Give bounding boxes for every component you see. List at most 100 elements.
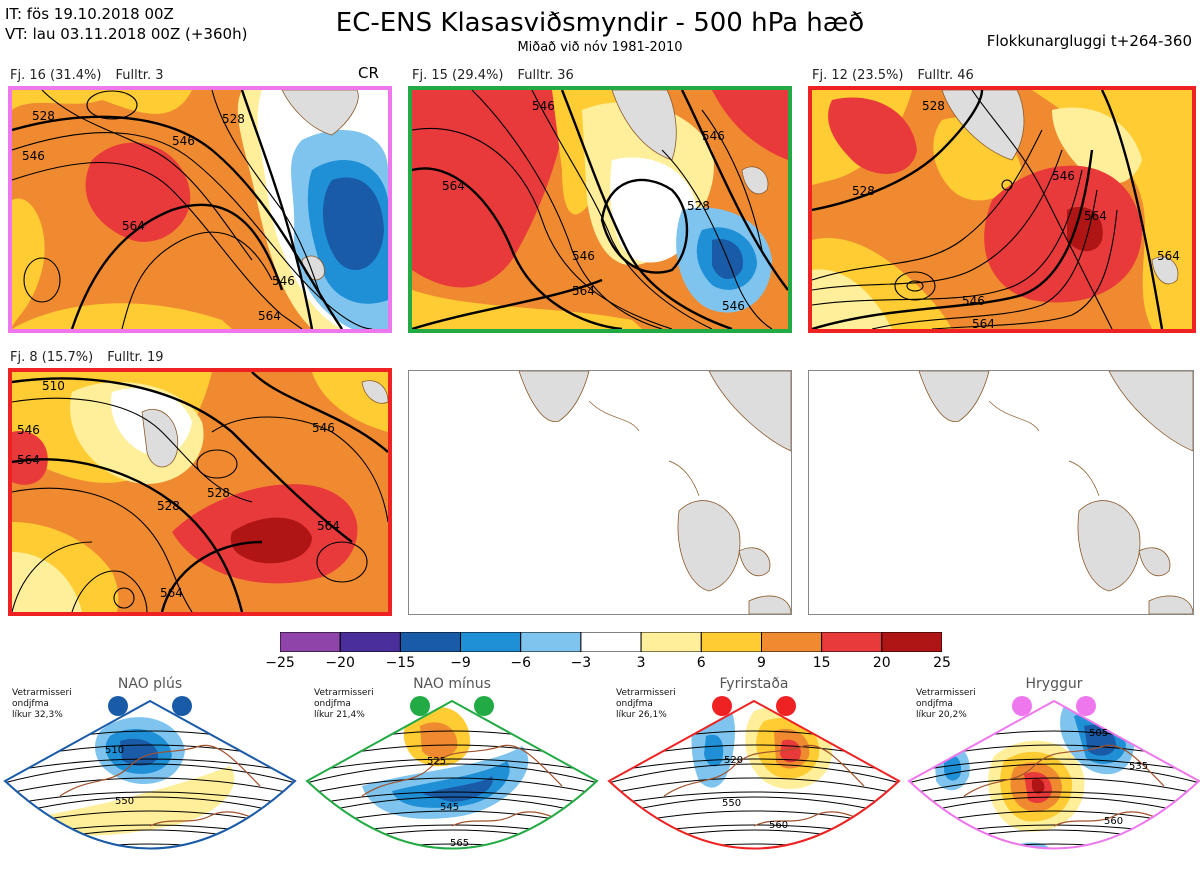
- regime-note: Vetrarmisseri ondjfma líkur 20,2%: [916, 688, 976, 721]
- height-contour: [909, 763, 1199, 785]
- regime-contour-label: 535: [1129, 761, 1148, 772]
- regime-name: Fyrirstaða: [719, 676, 789, 692]
- clustering-window: Flokkunargluggi t+264-360: [986, 32, 1192, 50]
- contour-label: 546: [312, 421, 335, 435]
- regime-map: 520 550 560 Fyrirstaða Vetrarmisseri ondjfma l…: [604, 676, 904, 871]
- cr-tag: CR: [358, 64, 379, 82]
- height-contour: [909, 791, 1199, 807]
- regime-contour-label: 510: [105, 745, 124, 756]
- height-contour: [307, 843, 597, 849]
- colorbar-tick-label: −6: [510, 655, 532, 671]
- regime-marker: [172, 696, 192, 716]
- anomaly-fill: [1032, 778, 1045, 794]
- contour-label: 528: [852, 184, 875, 198]
- contour-label: 546: [962, 294, 985, 308]
- contour-label: 528: [922, 99, 945, 113]
- empty-map-panel: [408, 370, 792, 615]
- contour-label: 528: [222, 112, 245, 126]
- control-label: Fulltr. 46: [917, 68, 974, 83]
- regime-note-line: ondjfma: [916, 699, 953, 709]
- empty-map-panel: [808, 370, 1194, 615]
- contour-label: 546: [702, 129, 725, 143]
- colorbar-swatch: [399, 631, 462, 653]
- regime-contour-label: 565: [450, 838, 469, 849]
- anomaly-map: 546 564 528 546 564 546 546: [412, 90, 788, 329]
- height-contour: [609, 763, 899, 785]
- contour-label: 564: [1157, 249, 1180, 263]
- regime-sector-map: 525 545 565: [305, 696, 599, 850]
- regime-note-line: líkur 26,1%: [616, 710, 667, 720]
- colorbar-swatch: [700, 631, 762, 653]
- panel-label-3: Fj. 12 (23.5%) Fulltr. 46: [812, 68, 988, 83]
- base-map: [518, 371, 791, 614]
- regime-marker: [712, 696, 732, 716]
- regime-contour-label: 525: [427, 756, 446, 767]
- colorbar-swatch: [460, 631, 522, 653]
- regime-contour-label: 550: [722, 798, 741, 809]
- height-contour: [307, 791, 597, 807]
- colorbar-swatch: [640, 631, 702, 653]
- contour-label: 528: [207, 486, 230, 500]
- map-panel-cluster-8: 510 546 564 528 546 564 528 564: [8, 368, 392, 616]
- regime-name: NAO mínus: [413, 676, 491, 692]
- regime-contour-label: 560: [1104, 816, 1123, 827]
- contour-label: 564: [972, 317, 995, 329]
- height-contour: [609, 791, 899, 807]
- colorbar-tick-label: −3: [570, 655, 592, 671]
- header-times: IT: fös 19.10.2018 00Z VT: lau 03.11.201…: [5, 4, 247, 44]
- regime-sector-map: 510 550: [3, 696, 297, 850]
- regime-name: Hryggur: [1025, 676, 1083, 692]
- height-contour: [307, 777, 597, 796]
- contour-label: 528: [157, 499, 180, 513]
- height-contour: [909, 758, 1199, 774]
- anomaly-fill: [422, 776, 493, 802]
- regime-note: Vetrarmisseri ondjfma líkur 32,3%: [12, 688, 72, 721]
- colorbar-tick-label: −9: [450, 655, 471, 671]
- contour-label: 564: [1084, 209, 1107, 223]
- colorbar-swatch: [339, 631, 401, 653]
- colorbar-tick-label: 25: [933, 655, 951, 671]
- regime-marker: [108, 696, 128, 716]
- base-map: [918, 371, 1193, 614]
- cluster-label: Fj. 15 (29.4%): [412, 68, 504, 83]
- regime-map: 505 535 560 Hryggur Vetrarmisseri ondjfma líku…: [904, 676, 1200, 871]
- sector-border: [3, 699, 297, 850]
- colorbar-tick-label: 15: [812, 655, 831, 671]
- regime-note: Vetrarmisseri ondjfma líkur 26,1%: [616, 688, 676, 721]
- regime-sector-map: 505 535 560: [907, 696, 1200, 850]
- regime-sector-map: 520 550 560: [607, 696, 901, 850]
- contour-label: 546: [272, 274, 295, 288]
- regime-marker: [1012, 696, 1032, 716]
- regime-note-line: ondjfma: [616, 699, 653, 709]
- colorbar-tick-label: 9: [756, 655, 766, 671]
- height-contour: [5, 843, 295, 849]
- height-contour: [609, 758, 899, 774]
- contour-label: 546: [1052, 169, 1075, 183]
- colorbar-swatch: [580, 631, 642, 653]
- contour-label: 564: [17, 453, 40, 467]
- colorbar: [279, 631, 943, 653]
- sector-border: [607, 699, 901, 850]
- regime-marker: [474, 696, 494, 716]
- sector-border: [907, 699, 1200, 850]
- colorbar-tick-label: −25: [265, 655, 295, 671]
- colorbar-swatch: [520, 631, 582, 653]
- regime-contour-label: 560: [769, 820, 788, 831]
- regime-note-line: líkur 21,4%: [314, 710, 365, 720]
- colorbar-swatch: [821, 631, 883, 653]
- regime-note-line: Vetrarmisseri: [12, 688, 72, 698]
- height-contour: [609, 843, 899, 849]
- map-panel-cluster-16: 528 546 564 528 546 564 546: [8, 86, 392, 333]
- regime-note-line: Vetrarmisseri: [916, 688, 976, 698]
- contour-label: 510: [42, 379, 65, 393]
- colorbar-swatch: [761, 631, 823, 653]
- colorbar-swatches: [279, 631, 943, 653]
- contour-label: 528: [687, 199, 710, 213]
- regime-note-line: Vetrarmisseri: [314, 688, 374, 698]
- colorbar-tick-label: 6: [696, 655, 706, 671]
- anomaly-fill: [40, 766, 235, 836]
- page-title: EC-ENS Klasasviðsmyndir - 500 hPa hæð: [335, 8, 865, 38]
- regime-marker: [410, 696, 430, 716]
- colorbar-tick-label: 3: [636, 655, 646, 671]
- regime-note-line: líkur 32,3%: [12, 710, 63, 720]
